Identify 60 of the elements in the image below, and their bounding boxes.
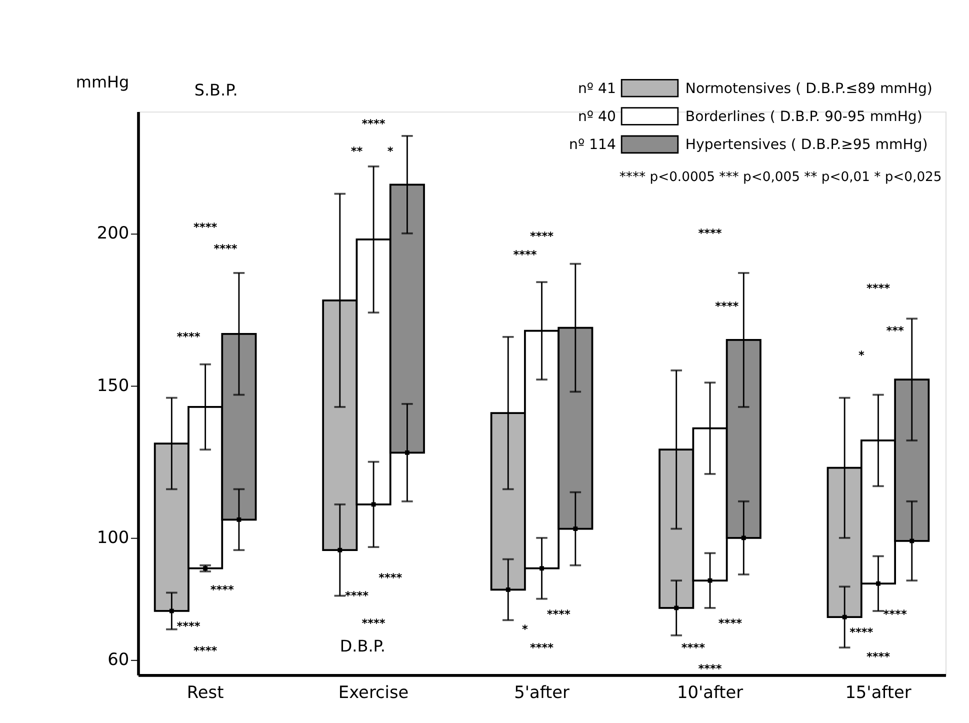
annotation: ****: [698, 662, 722, 676]
annotation: *: [858, 348, 864, 362]
annotation: *: [522, 623, 528, 636]
annotation: nº 40: [578, 108, 616, 125]
annotation: D.B.P.: [340, 636, 386, 656]
point: [910, 538, 914, 544]
point: [338, 548, 342, 552]
annotation: ****: [378, 571, 402, 584]
annotation: ****: [530, 641, 554, 654]
annotation: ****: [681, 641, 706, 654]
annotation: **: [350, 144, 363, 158]
x-tick-label: Exercise: [338, 682, 409, 702]
y-tick-label: 200: [96, 222, 130, 243]
annotation: *: [387, 144, 394, 158]
x-tick-label: 10'after: [676, 682, 744, 702]
annotation: ****: [210, 583, 234, 596]
point: [371, 502, 376, 507]
annotation: ****: [362, 616, 386, 630]
annotation: ****: [194, 221, 218, 234]
annotation: ****: [194, 644, 218, 658]
annotation: **** p<0.0005 *** p<0,005 ** p<0,01 * p<0,025: [619, 170, 942, 186]
annotation: ****: [866, 650, 890, 664]
point: [236, 517, 242, 522]
text: S.B.P.: [194, 80, 238, 100]
point: [169, 608, 174, 614]
y-tick-label: 60: [108, 648, 130, 669]
y-tick-label: 150: [96, 374, 130, 395]
legend-label: Borderlines ( D.B.P. 90-95 mmHg): [685, 108, 922, 125]
legend-label: Normotensives ( D.B.P.≤89 mmHg): [685, 80, 932, 97]
point: [540, 566, 544, 571]
annotation: ****: [698, 227, 722, 240]
annotation: ****: [883, 608, 907, 621]
annotation: ****: [362, 118, 386, 131]
point: [573, 526, 578, 531]
annotation: ****: [715, 300, 739, 314]
annotation: ****: [176, 330, 200, 344]
annotation: ****: [546, 608, 570, 621]
point: [842, 614, 847, 620]
text: nº 41: [578, 80, 616, 97]
x-tick-label: 15'after: [845, 682, 912, 702]
point: [674, 606, 679, 610]
annotation: ****: [176, 620, 200, 633]
annotation: ****: [513, 248, 537, 262]
point: [506, 587, 510, 592]
y-tick-label: 100: [96, 527, 130, 548]
point: [876, 581, 880, 586]
annotation: ****: [214, 242, 238, 256]
annotation: ****: [344, 590, 369, 603]
point: [404, 450, 410, 455]
annotation: ****: [530, 230, 554, 244]
x-tick-label: 5'after: [514, 682, 570, 702]
y-axis-title: mmHg: [76, 72, 130, 92]
annotation: ****: [718, 616, 742, 630]
annotation: ****: [866, 282, 890, 295]
annotation: ***: [886, 324, 904, 338]
x-tick-label: Rest: [186, 682, 224, 702]
annotation: ****: [850, 626, 874, 640]
annotation: nº 114: [569, 137, 616, 154]
legend-label: Hypertensives ( D.B.P.≥95 mmHg): [685, 137, 928, 154]
point: [741, 536, 746, 540]
